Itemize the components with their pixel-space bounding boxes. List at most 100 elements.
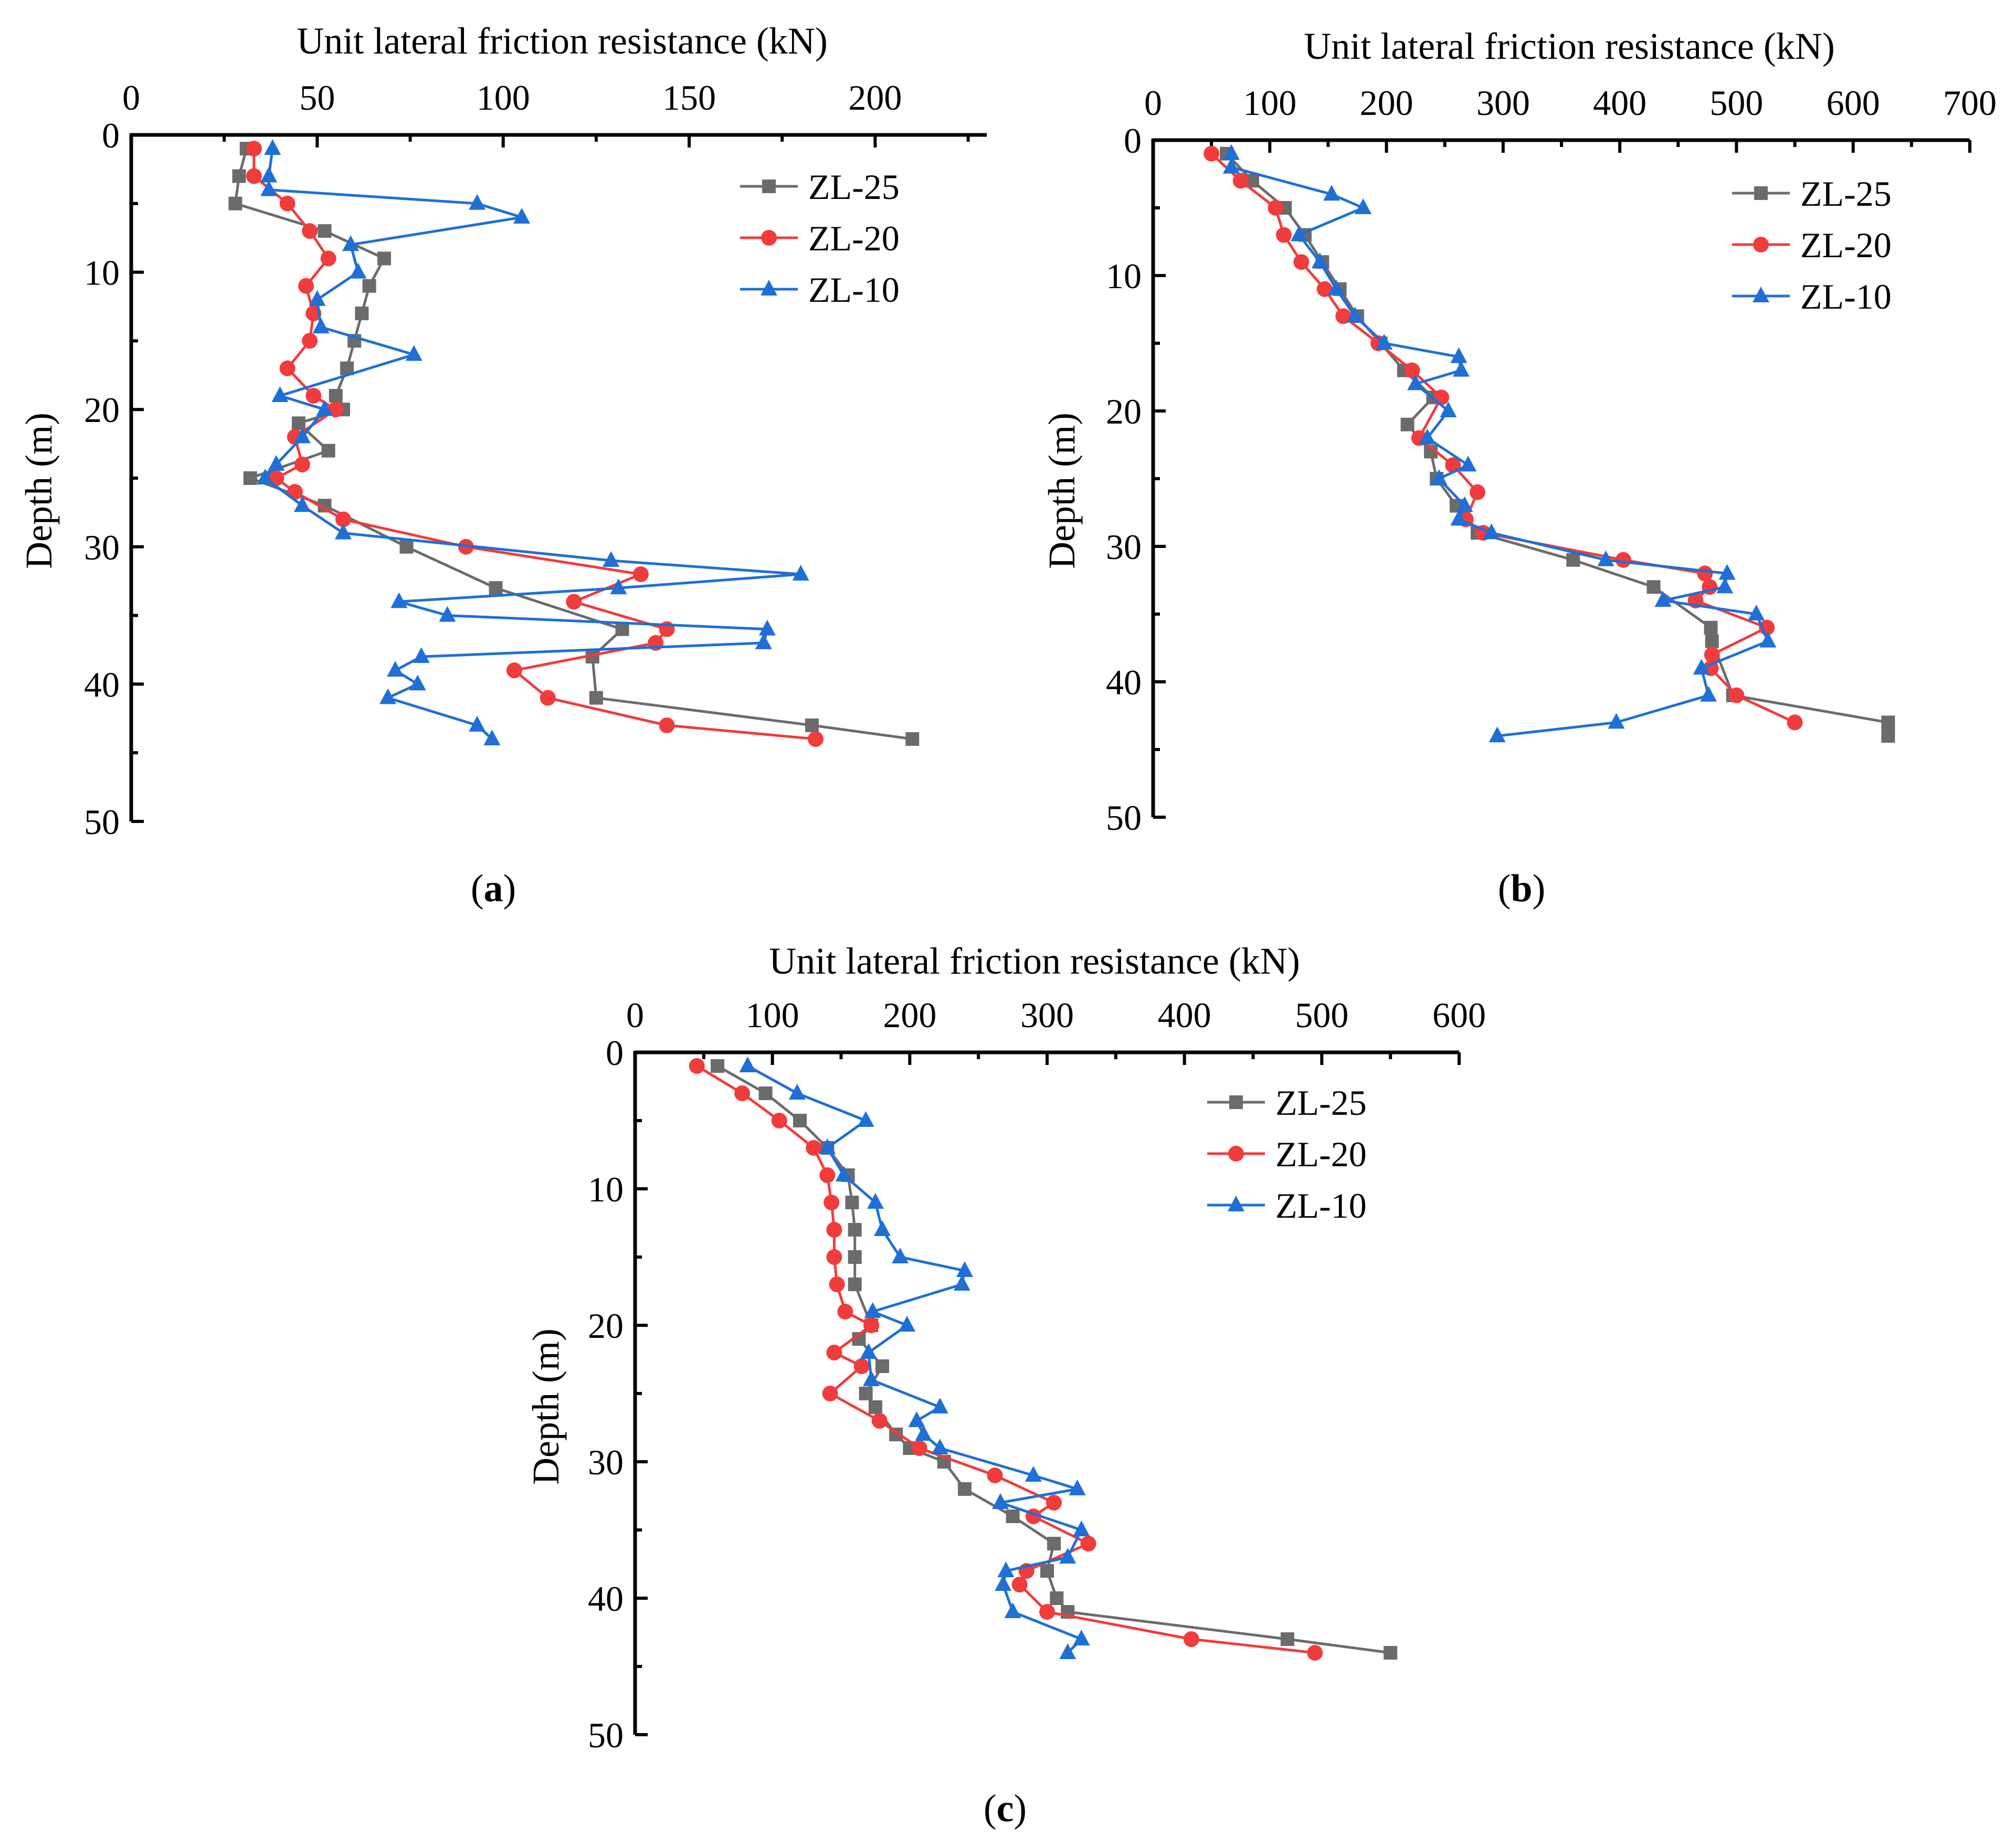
data-point (905, 732, 920, 746)
data-point (1355, 198, 1372, 214)
data-point (997, 1561, 1015, 1577)
data-point (355, 307, 369, 321)
data-point (824, 1195, 840, 1210)
x-tick-label: 200 (1360, 83, 1413, 123)
x-tick-label: 600 (1827, 83, 1880, 123)
data-point (1069, 1480, 1086, 1495)
data-point (399, 540, 414, 554)
data-point (1316, 281, 1333, 297)
data-point (232, 169, 246, 183)
legend-item: ZL-25 (740, 167, 900, 207)
data-point (1293, 254, 1310, 270)
data-point (826, 1249, 842, 1265)
data-point (279, 195, 295, 212)
legend-marker (1754, 186, 1768, 200)
data-point (1469, 484, 1485, 500)
caption-letter: a (484, 867, 503, 910)
data-point (864, 1302, 881, 1318)
panel-b: Unit lateral friction resistance (kN) De… (1041, 25, 1997, 910)
data-point (1346, 307, 1364, 323)
legend-label: ZL-25 (1800, 174, 1892, 214)
data-point (540, 690, 556, 706)
data-point (260, 166, 278, 183)
data-point (1419, 428, 1436, 445)
data-point (755, 633, 772, 649)
data-point (1407, 374, 1424, 390)
data-point (1040, 1564, 1054, 1578)
legend-label: ZL-10 (808, 270, 900, 310)
data-point (857, 1111, 874, 1127)
data-point (1456, 496, 1473, 512)
data-point (956, 1261, 973, 1277)
data-point (848, 1250, 862, 1264)
y-tick-label: 50 (588, 1715, 624, 1755)
y-tick-label: 40 (84, 664, 120, 704)
legend-item: ZL-10 (740, 270, 900, 310)
y-tick-label: 0 (1124, 121, 1142, 161)
data-point (316, 400, 333, 416)
data-point (739, 1057, 756, 1072)
data-point (294, 496, 311, 512)
data-point (805, 718, 819, 732)
data-point (1080, 1536, 1096, 1552)
data-point (859, 1387, 873, 1400)
data-point (1011, 1577, 1028, 1592)
data-point (1608, 713, 1625, 729)
data-point (848, 1223, 862, 1237)
y-tick-label: 30 (84, 527, 120, 567)
data-point (1700, 685, 1717, 702)
x-tick-label: 0 (626, 995, 644, 1035)
legend-item: ZL-20 (740, 218, 900, 258)
data-point (1728, 687, 1745, 703)
data-point (819, 1167, 836, 1183)
legend-item: ZL-25 (1732, 174, 1892, 214)
data-point (793, 1114, 807, 1127)
data-point (1440, 402, 1457, 417)
data-point (871, 1413, 888, 1429)
data-point (1489, 726, 1506, 743)
legend: ZL-25 ZL-20 ZL-10 (1207, 1083, 1367, 1226)
x-tick-label: 300 (1020, 995, 1074, 1035)
data-point (826, 1222, 842, 1238)
x-tick-label: 100 (477, 78, 530, 118)
legend: ZL-25 ZL-20 ZL-10 (740, 167, 900, 310)
data-point (1716, 577, 1734, 594)
legend-item: ZL-20 (1732, 225, 1892, 265)
data-point (1039, 1604, 1055, 1620)
x-tick-label: 200 (848, 78, 902, 118)
x-tick-label: 600 (1432, 995, 1486, 1035)
data-point (1615, 552, 1631, 568)
data-point (302, 333, 318, 349)
data-point (1073, 1630, 1090, 1645)
data-point (243, 471, 257, 485)
y-tick-label: 10 (1106, 256, 1142, 296)
x-tick-label: 0 (122, 78, 140, 118)
plot-area: 0 100 200 300 400 500 600 0 10 20 30 40 50 (588, 995, 1486, 1755)
series-line-zl-10 (263, 148, 803, 740)
data-point (1452, 361, 1470, 377)
data-point (1759, 631, 1777, 648)
data-point (439, 606, 456, 622)
data-point (863, 1370, 880, 1386)
x-axis-title: Unit lateral friction resistance (kN) (769, 940, 1300, 982)
data-point (1232, 173, 1249, 189)
y-tick-label: 20 (84, 390, 120, 430)
data-point (1323, 185, 1341, 201)
data-point (264, 139, 281, 155)
legend-label: ZL-25 (1275, 1083, 1367, 1123)
legend-marker (761, 280, 777, 295)
data-point (1646, 580, 1661, 594)
data-point (390, 592, 408, 608)
data-point (1006, 1510, 1020, 1523)
data-point (1718, 564, 1736, 580)
y-tick-label: 40 (1106, 662, 1142, 702)
data-point (860, 1343, 877, 1359)
caption: (b) (1498, 867, 1545, 910)
data-point (305, 388, 322, 404)
data-point (318, 224, 332, 238)
data-point (1787, 714, 1803, 731)
data-point (1280, 1632, 1294, 1646)
legend-label: ZL-20 (1275, 1134, 1367, 1174)
data-point (808, 731, 824, 747)
